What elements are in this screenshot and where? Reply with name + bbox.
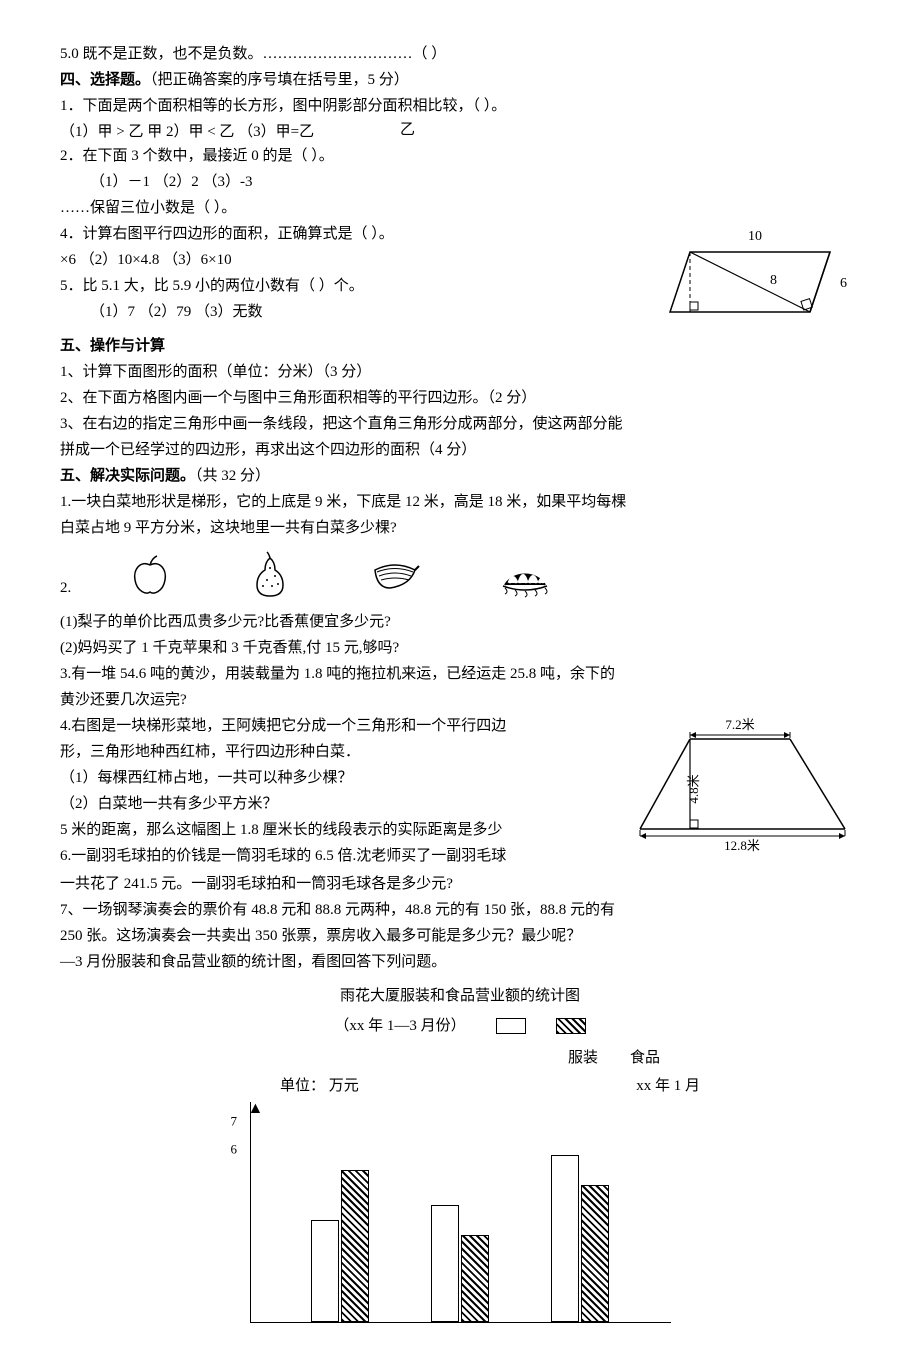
chart-bar bbox=[581, 1185, 609, 1322]
q5b-8: —3 月份服装和食品营业额的统计图，看图回答下列问题。 bbox=[60, 950, 860, 974]
q5b-7b: 250 张。这场演奏会一共卖出 350 张票，票房收入最多可能是多少元？最少呢？ bbox=[60, 924, 860, 948]
q5b-2-1: (1)梨子的单价比西瓜贵多少元?比香蕉便宜多少元? bbox=[60, 610, 860, 634]
trap-height: 4.8米 bbox=[686, 774, 701, 803]
trap-bottom: 12.8米 bbox=[724, 838, 760, 853]
q4-2: 2．在下面 3 个数中，最接近 0 的是（ ）。 bbox=[60, 144, 860, 168]
ytick-7: 7 bbox=[231, 1112, 238, 1133]
pear-icon bbox=[240, 550, 300, 600]
q5a-3a: 3、在右边的指定三角形中画一条线段，把这个直角三角形分成两部分，使这两部分能 bbox=[60, 412, 860, 436]
q5b-3a: 3.有一堆 54.6 吨的黄沙，用装载量为 1.8 吨的拖拉机来运，已经运走 2… bbox=[60, 662, 860, 686]
section4-heading: 四、选择题。（把正确答案的序号填在括号里，5 分） bbox=[60, 68, 860, 92]
q5b-6b: 一共花了 241.5 元。一副羽毛球拍和一筒羽毛球各是多少元? bbox=[60, 872, 860, 896]
section4-note: （把正确答案的序号填在括号里，5 分） bbox=[150, 72, 409, 88]
q3-5: 5.0 既不是正数，也不是负数。…………………………（ ） bbox=[60, 42, 860, 66]
chart-title: 雨花大厦服装和食品营业额的统计图 bbox=[340, 984, 580, 1008]
q5b-1b: 白菜占地 9 平方分米，这块地里一共有白菜多少棵? bbox=[60, 516, 860, 540]
q5a-3b: 拼成一个已经学过的四边形，再求出这个四边形的面积（4 分） bbox=[60, 438, 860, 462]
q4-1-opts: （1）甲 > 乙 甲 2）甲 < 乙 （3）甲=乙 bbox=[60, 124, 314, 140]
q4-2-opts: （1）－1 （2）2 （3）-3 bbox=[60, 170, 860, 194]
watermelon-icon bbox=[490, 550, 560, 600]
section4-title: 四、选择题。 bbox=[60, 72, 150, 88]
q5b-7a: 7、一场钢琴演奏会的票价有 48.8 元和 88.8 元两种，48.8 元的有 … bbox=[60, 898, 860, 922]
legend-box-plain bbox=[496, 1018, 526, 1034]
trap-top: 7.2米 bbox=[725, 717, 754, 732]
chart-subtitle: （xx 年 1—3 月份） bbox=[334, 1014, 465, 1038]
q4-1-yi: 乙 bbox=[400, 118, 415, 142]
legend-box-hatch bbox=[556, 1018, 586, 1034]
chart-legend-row: （xx 年 1—3 月份） bbox=[334, 1014, 585, 1038]
chart-bar bbox=[461, 1235, 489, 1322]
q5b-2-2: (2)妈妈买了 1 千克苹果和 3 千克香蕉,付 15 元,够吗? bbox=[60, 636, 860, 660]
q5a-2: 2、在下面方格图内画一个与图中三角形面积相等的平行四边形。（2 分） bbox=[60, 386, 860, 410]
legend-b: 食品 bbox=[630, 1046, 660, 1070]
q4-1: 1．下面是两个面积相等的长方形，图中阴影部分面积相比较，（ ）。 bbox=[60, 94, 860, 118]
para-slant-label: 8 bbox=[770, 273, 777, 288]
section5a-title: 五、操作与计算 bbox=[60, 334, 860, 358]
section5b-note: （共 32 分） bbox=[195, 468, 270, 484]
q5b-4-block: 7.2米 12.8米 4.8米 4.右图是一块梯形菜地，王阿姨把它分成一个三角形… bbox=[60, 714, 860, 870]
banana-icon bbox=[360, 550, 430, 600]
q5b-2-row: 2. bbox=[60, 550, 860, 600]
chart-bar bbox=[431, 1205, 459, 1322]
q5b-2-num: 2. bbox=[60, 576, 71, 600]
parallelogram-figure: 10 8 6 bbox=[640, 222, 860, 332]
y-axis-arrow: ▲ bbox=[248, 1096, 264, 1122]
q5a-1: 1、计算下面图形的面积（单位：分米）（3 分） bbox=[60, 360, 860, 384]
legend-a: 服装 bbox=[568, 1046, 598, 1070]
q5b-3b: 黄沙还要几次运完? bbox=[60, 688, 860, 712]
chart-bar bbox=[551, 1155, 579, 1322]
q5b-1a: 1.一块白菜地形状是梯形，它的上底是 9 米，下底是 12 米，高是 18 米，… bbox=[60, 490, 860, 514]
para-right-label: 6 bbox=[840, 276, 847, 291]
q4-3: ……保留三位小数是（ ）。 bbox=[60, 196, 860, 220]
chart-date: xx 年 1 月 bbox=[636, 1074, 700, 1098]
chart-bar bbox=[311, 1220, 339, 1322]
q4-4-block: 10 8 6 4．计算右图平行四边形的面积，正确算式是（ ）。 ×6 （2）10… bbox=[60, 222, 860, 332]
chart-bar bbox=[341, 1170, 369, 1322]
ytick-6: 6 bbox=[231, 1140, 238, 1161]
chart-block: 雨花大厦服装和食品营业额的统计图 （xx 年 1—3 月份） 服装 食品 单位：… bbox=[60, 982, 860, 1323]
q4-1-opts-row: （1）甲 > 乙 甲 2）甲 < 乙 （3）甲=乙 乙 bbox=[60, 120, 860, 142]
section5b-heading: 五、解决实际问题。（共 32 分） bbox=[60, 464, 860, 488]
trapezoid-figure: 7.2米 12.8米 4.8米 bbox=[630, 714, 860, 854]
section5b-title: 五、解决实际问题。 bbox=[60, 468, 195, 484]
para-top-label: 10 bbox=[748, 229, 762, 244]
apple-icon bbox=[120, 550, 180, 600]
bar-chart: 7 6 ▲ bbox=[250, 1102, 671, 1323]
chart-unit: 单位： 万元 bbox=[220, 1074, 359, 1098]
